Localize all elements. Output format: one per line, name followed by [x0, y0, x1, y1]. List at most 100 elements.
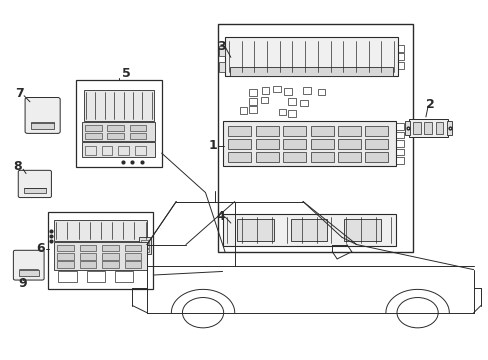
- Text: 6: 6: [36, 242, 45, 255]
- Bar: [395, 123, 404, 130]
- Bar: [249, 98, 257, 105]
- Text: 7: 7: [15, 87, 23, 100]
- Bar: [261, 87, 269, 94]
- Bar: [395, 157, 404, 164]
- Bar: [124, 253, 141, 260]
- Bar: [80, 245, 96, 251]
- Bar: [217, 24, 412, 252]
- Bar: [228, 152, 251, 162]
- Bar: [310, 139, 333, 149]
- Bar: [57, 245, 74, 251]
- FancyBboxPatch shape: [13, 250, 44, 280]
- Bar: [57, 253, 74, 260]
- Bar: [124, 261, 141, 268]
- Bar: [222, 121, 395, 166]
- Bar: [222, 214, 395, 246]
- Bar: [303, 87, 310, 94]
- Bar: [228, 139, 251, 149]
- Bar: [249, 89, 257, 96]
- Bar: [365, 139, 387, 149]
- Bar: [85, 133, 102, 139]
- Bar: [424, 122, 431, 134]
- Bar: [102, 146, 112, 155]
- Bar: [124, 245, 141, 251]
- Bar: [141, 249, 149, 252]
- Bar: [58, 271, 77, 282]
- Bar: [337, 139, 360, 149]
- FancyBboxPatch shape: [25, 98, 60, 134]
- Bar: [397, 62, 403, 69]
- Bar: [344, 220, 380, 241]
- Bar: [395, 140, 404, 147]
- Bar: [284, 88, 292, 95]
- Text: 9: 9: [18, 277, 27, 290]
- Bar: [130, 133, 146, 139]
- Bar: [107, 125, 124, 131]
- Bar: [219, 62, 224, 72]
- Bar: [300, 100, 307, 106]
- Bar: [135, 146, 145, 155]
- Text: 2: 2: [426, 98, 434, 111]
- Text: 4: 4: [216, 210, 225, 223]
- Bar: [397, 53, 403, 60]
- Bar: [228, 126, 251, 136]
- Bar: [310, 126, 333, 136]
- Bar: [288, 98, 296, 105]
- Bar: [288, 111, 296, 117]
- Bar: [255, 139, 278, 149]
- Bar: [408, 119, 447, 137]
- Bar: [102, 245, 119, 251]
- Bar: [395, 149, 404, 156]
- Bar: [224, 37, 397, 76]
- Bar: [249, 106, 257, 113]
- Text: 5: 5: [122, 67, 131, 80]
- Bar: [141, 244, 149, 248]
- Bar: [412, 122, 420, 134]
- Bar: [272, 86, 280, 93]
- Text: 8: 8: [14, 160, 22, 173]
- Text: 1: 1: [208, 139, 217, 152]
- Text: 3: 3: [216, 40, 225, 53]
- Bar: [290, 220, 327, 241]
- Bar: [337, 152, 360, 162]
- Bar: [83, 90, 154, 121]
- Bar: [255, 126, 278, 136]
- Bar: [82, 122, 155, 140]
- Bar: [260, 97, 268, 103]
- Bar: [139, 237, 151, 253]
- Bar: [48, 212, 153, 289]
- Bar: [80, 253, 96, 260]
- Bar: [54, 242, 147, 270]
- Bar: [337, 126, 360, 136]
- Bar: [395, 132, 404, 138]
- Bar: [237, 220, 273, 241]
- Bar: [365, 126, 387, 136]
- Bar: [115, 271, 133, 282]
- Bar: [435, 122, 443, 134]
- Bar: [85, 146, 96, 155]
- Bar: [255, 152, 278, 162]
- Bar: [102, 261, 119, 268]
- Bar: [317, 89, 325, 95]
- Bar: [283, 126, 305, 136]
- Bar: [19, 270, 39, 276]
- Bar: [57, 261, 74, 268]
- Bar: [31, 122, 54, 129]
- Bar: [85, 125, 102, 131]
- Bar: [219, 46, 224, 56]
- Bar: [397, 45, 403, 51]
- Bar: [447, 121, 451, 135]
- Bar: [24, 188, 45, 193]
- Bar: [102, 253, 119, 260]
- Bar: [310, 152, 333, 162]
- Bar: [80, 261, 96, 268]
- Bar: [86, 271, 105, 282]
- Bar: [76, 80, 161, 167]
- Bar: [27, 99, 58, 132]
- Bar: [283, 152, 305, 162]
- Bar: [283, 139, 305, 149]
- Bar: [365, 152, 387, 162]
- Bar: [141, 239, 149, 243]
- Bar: [278, 109, 286, 116]
- Bar: [54, 220, 147, 241]
